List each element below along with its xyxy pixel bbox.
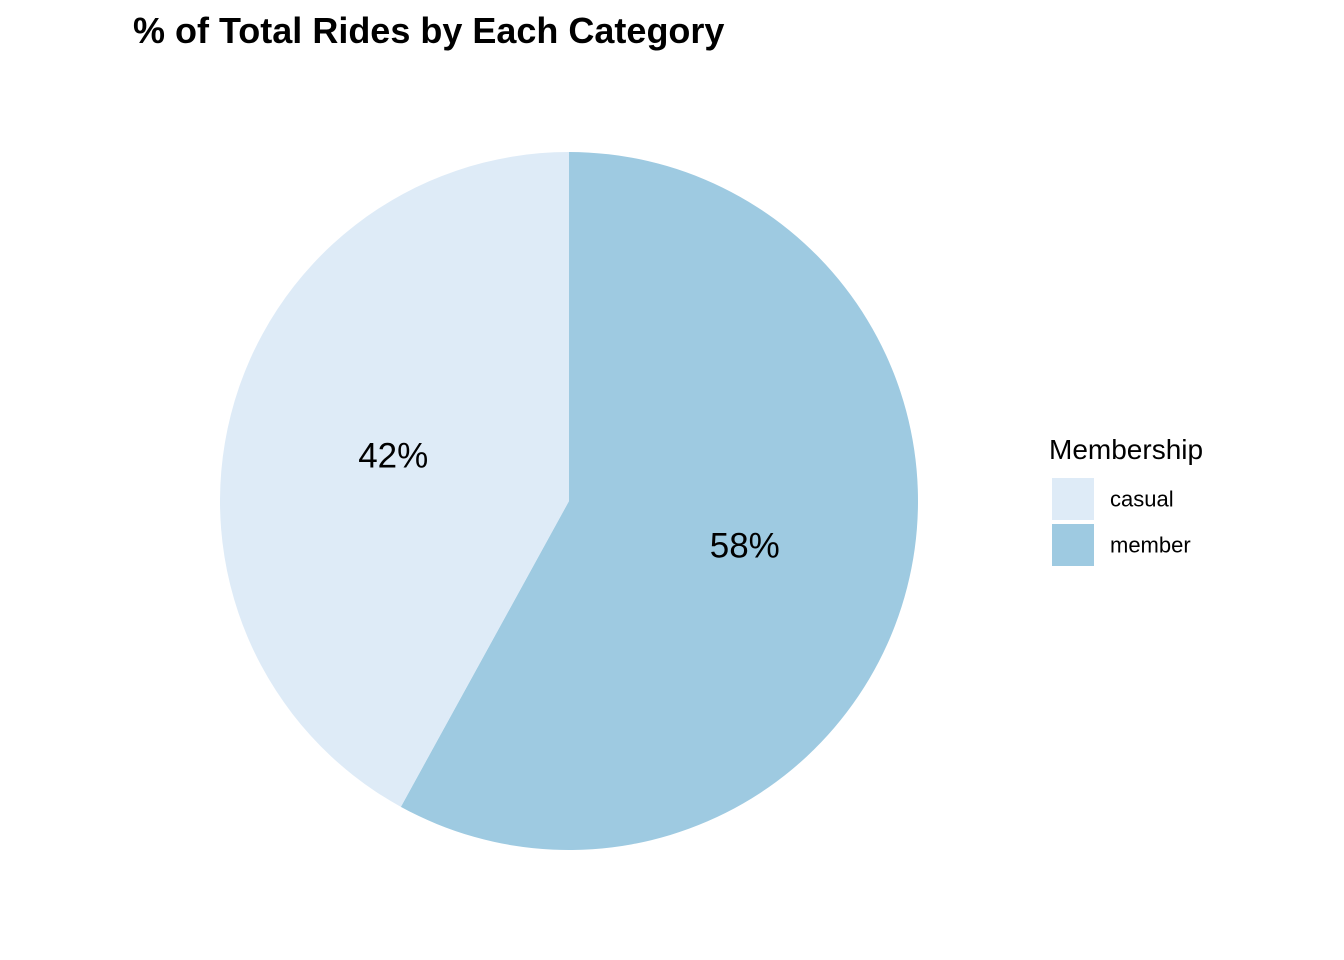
pie-slice-labels: 58% 42% (358, 436, 780, 565)
pie-slices (219, 152, 918, 850)
chart-title: % of Total Rides by Each Category (133, 10, 724, 51)
legend-label-casual: casual (1110, 487, 1174, 512)
legend-swatch-casual (1052, 478, 1094, 520)
slice-label-casual: 42% (358, 436, 428, 475)
legend-title: Membership (1049, 434, 1203, 465)
legend-items: casual member (1052, 478, 1191, 566)
pie-slice-member (400, 152, 918, 850)
legend: Membership casual member (1049, 434, 1203, 566)
legend-swatch-member (1052, 524, 1094, 566)
legend-label-member: member (1110, 533, 1191, 558)
slice-label-member: 58% (710, 527, 780, 566)
pie-slice-casual (219, 152, 569, 807)
